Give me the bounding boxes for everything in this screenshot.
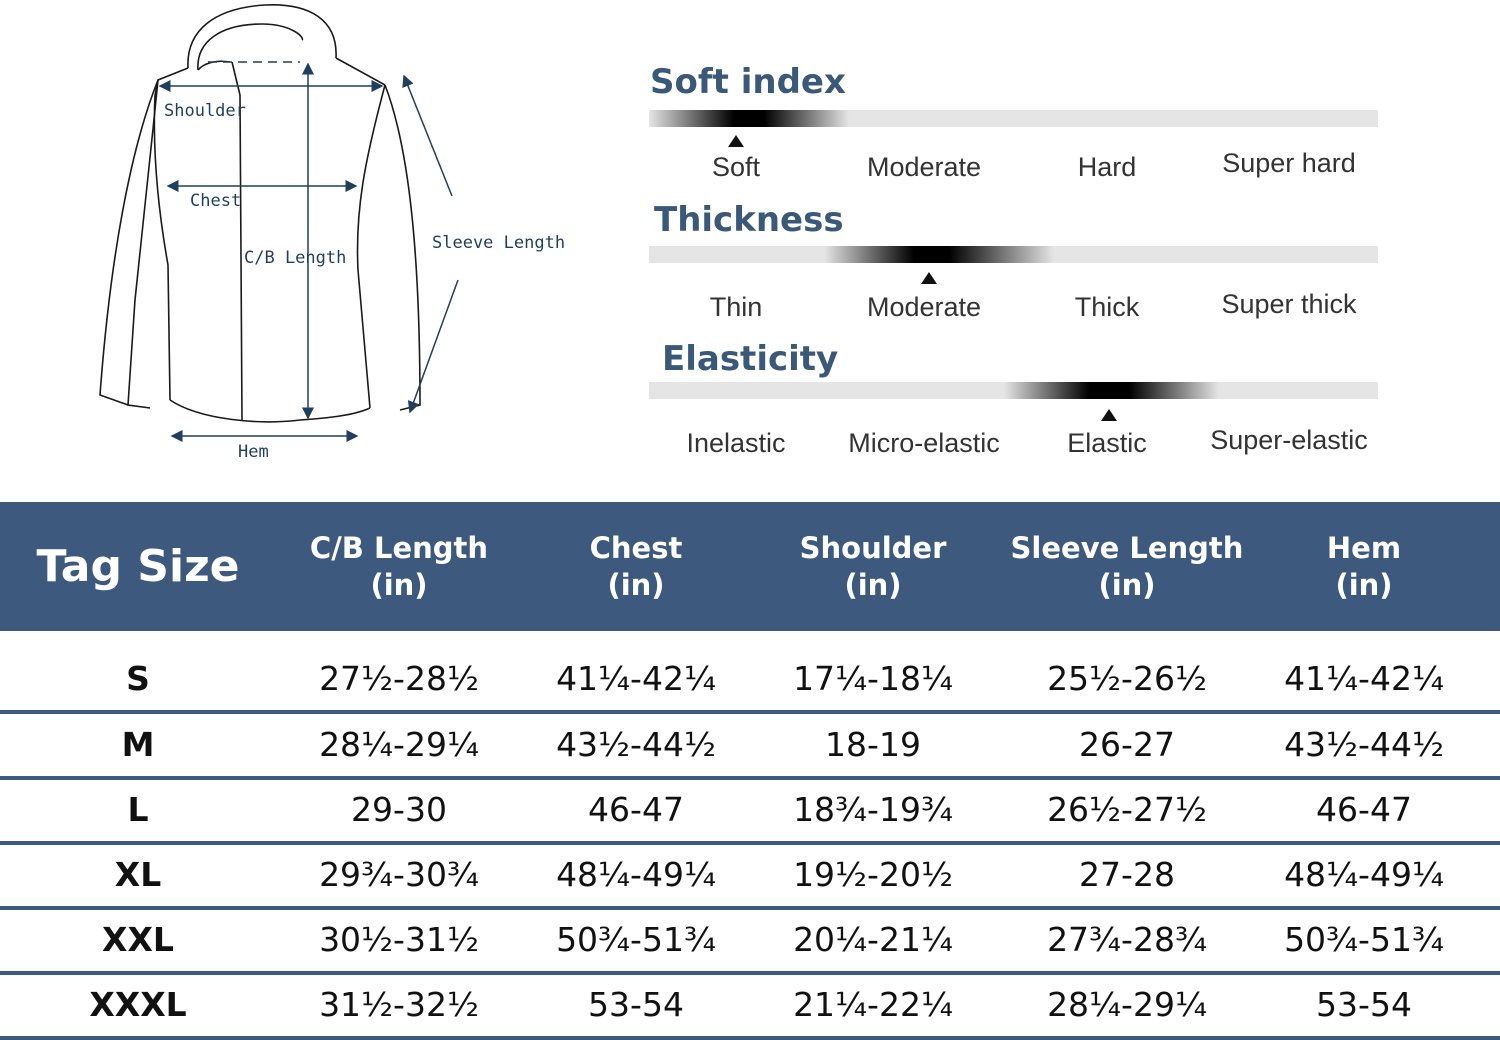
sleeve-length-cell: 25½-26½ [1047,659,1207,698]
shoulder-cell: 17¼-18¼ [793,659,953,698]
chest-cell: 48¼-49¼ [556,855,716,894]
shoulder-label: Shoulder [164,101,246,121]
cb-length-label: C/B Length [244,248,346,268]
measurement-lines [158,61,459,442]
size-cell: M [121,725,155,764]
thin-option: Thin [709,292,763,322]
thickness-marker [921,272,937,284]
size-cell: XL [114,855,162,894]
tag-size-header-label: Tag Size [36,541,240,592]
sleeve-length-cell: 27¾-28¾ [1047,920,1207,959]
hem-header-unit: (in) [1335,567,1393,602]
hem-header: Hem (in) [1262,502,1466,631]
super-elastic-option: Super-elastic [1210,425,1368,455]
table-row: M 28¼-29¼ 43½-44½ 18-19 26-27 43½-44½ [0,714,1500,780]
shoulder-header-name: Shoulder [799,530,947,565]
thickness-bar [649,246,1378,263]
shoulder-header: Shoulder (in) [754,502,992,631]
shoulder-header-unit: (in) [844,567,902,602]
size-cell: S [126,659,150,698]
chest-cell: 43½-44½ [556,725,716,764]
sleeve-length-cell: 26-27 [1079,725,1175,764]
tag-size-header: Tag Size [18,502,258,631]
cb-length-cell: 27½-28½ [319,659,479,698]
size-table-header: Tag Size C/B Length (in) Chest (in) Shou… [0,502,1500,631]
chest-header-name: Chest [589,530,683,565]
micro-elastic-option: Micro-elastic [848,428,1000,458]
hem-cell: 46-47 [1316,790,1412,829]
hem-label: Hem [238,442,269,462]
size-cell: XXXL [89,985,187,1024]
hard-option: Hard [1077,152,1137,182]
size-cell: XXL [102,920,174,959]
table-row: S 27½-28½ 41¼-42¼ 17¼-18¼ 25½-26½ 41¼-42… [0,648,1500,714]
hem-cell: 53-54 [1316,985,1412,1024]
cb-length-header: C/B Length (in) [280,502,518,631]
soft-index-title: Soft index [650,62,846,102]
soft-option: Soft [711,152,761,182]
cb-length-cell: 29¾-30¾ [319,855,479,894]
size-cell: L [127,790,149,829]
jacket-outline [99,4,421,423]
chest-cell: 46-47 [588,790,684,829]
super-hard-option: Super hard [1222,148,1356,178]
cb-length-cell: 31½-32½ [319,985,479,1024]
thick-option: Thick [1074,292,1140,322]
cb-length-cell: 30½-31½ [319,920,479,959]
cb-length-cell: 28¼-29¼ [319,725,479,764]
elasticity-marker [1101,409,1117,421]
elasticity-title: Elasticity [662,339,839,379]
chest-header-unit: (in) [607,567,665,602]
hem-cell: 41¼-42¼ [1284,659,1444,698]
chest-cell: 41¼-42¼ [556,659,716,698]
cb-length-header-name: C/B Length [309,530,489,565]
chest-header: Chest (in) [518,502,754,631]
chest-cell: 53-54 [588,985,684,1024]
jacket-measurement-diagram: Shoulder Chest C/B Length Sleeve Length … [99,4,565,462]
sleeve-length-header-name: Sleeve Length [1010,530,1244,565]
cb-length-cell: 29-30 [351,790,447,829]
super-thick-option: Super thick [1221,289,1357,319]
hem-cell: 48¼-49¼ [1284,855,1444,894]
sleeve-length-label: Sleeve Length [432,233,565,253]
shoulder-cell: 18¾-19¾ [793,790,953,829]
sleeve-length-cell: 28¼-29¼ [1047,985,1207,1024]
thickness-moderate-option: Moderate [866,292,982,322]
chest-label: Chest [190,191,241,211]
elastic-option: Elastic [1067,428,1147,458]
cb-length-header-unit: (in) [370,567,428,602]
hem-cell: 50¾-51¾ [1284,920,1444,959]
shoulder-cell: 20¼-21¼ [793,920,953,959]
table-row: XXXL 31½-32½ 53-54 21¼-22¼ 28¼-29¼ 53-54 [0,974,1500,1040]
chest-cell: 50¾-51¾ [556,920,716,959]
table-row: XL 29¾-30¾ 48¼-49¼ 19½-20½ 27-28 48¼-49¼ [0,844,1500,910]
soft-index-marker [728,135,744,147]
sleeve-length-header: Sleeve Length (in) [992,502,1262,631]
soft-index-bar [649,110,1378,127]
hem-cell: 43½-44½ [1284,725,1444,764]
table-row: L 29-30 46-47 18¾-19¾ 26½-27½ 46-47 [0,779,1500,845]
inelastic-option: Inelastic [686,428,786,458]
sleeve-length-cell: 27-28 [1079,855,1175,894]
shoulder-cell: 21¼-22¼ [793,985,953,1024]
hem-header-name: Hem [1326,530,1402,565]
sleeve-length-header-unit: (in) [1098,567,1156,602]
soft-moderate-option: Moderate [866,152,982,182]
elasticity-bar [649,382,1378,399]
sleeve-length-cell: 26½-27½ [1047,790,1207,829]
shoulder-cell: 18-19 [825,725,921,764]
shoulder-cell: 19½-20½ [793,855,953,894]
thickness-title: Thickness [654,200,844,240]
table-row: XXL 30½-31½ 50¾-51¾ 20¼-21¼ 27¾-28¾ 50¾-… [0,909,1500,975]
